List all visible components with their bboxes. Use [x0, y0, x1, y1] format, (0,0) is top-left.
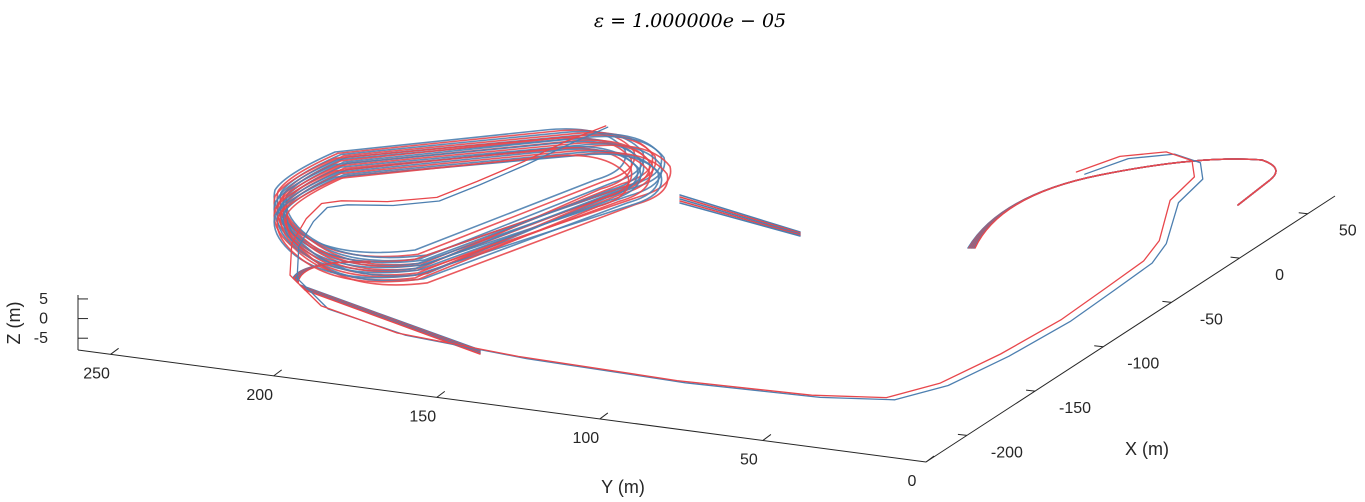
arm-path	[974, 158, 1277, 249]
x-tick-label: -50	[1200, 311, 1223, 328]
loop-path	[279, 149, 651, 278]
x-tick-mark	[957, 433, 967, 436]
y-ticks: 0 50 100 150 200 250	[83, 347, 935, 490]
loop-path	[273, 153, 663, 279]
series-line-trajectory-blue	[296, 126, 1204, 401]
x-axis-label: X (m)	[1125, 439, 1169, 459]
loop-path	[276, 129, 636, 258]
loop-path	[279, 143, 663, 269]
z-tick-label: -5	[34, 330, 48, 347]
y-axis-label: Y (m)	[601, 477, 645, 497]
z-axis-label: Z (m)	[4, 302, 24, 345]
connector-path	[679, 198, 801, 235]
x-tick-label: -200	[991, 444, 1023, 461]
z-tick-label: 0	[39, 311, 48, 328]
x-tick-mark	[1230, 256, 1240, 259]
y-tick-label: 150	[409, 408, 436, 425]
x-tick-label: -150	[1059, 400, 1091, 417]
loop-path	[273, 146, 633, 281]
loop-path	[282, 150, 660, 282]
x-tick-label: 50	[1339, 223, 1357, 240]
y-tick-mark	[762, 434, 772, 441]
y-axis-line	[77, 349, 927, 463]
y-tick-label: 100	[572, 430, 599, 447]
y-tick-label: 50	[740, 451, 758, 468]
y-tick-mark	[436, 390, 446, 398]
loop-path	[282, 144, 672, 273]
connector-path	[679, 200, 801, 236]
connector-path	[679, 194, 801, 233]
loop-path	[276, 135, 666, 267]
connector-path	[679, 196, 801, 234]
x-ticks: -200 -150 -100 -50 0 50	[957, 212, 1357, 461]
z-ticks: -5 0 5	[34, 291, 88, 347]
arm-path	[967, 158, 1277, 249]
y-tick-mark	[110, 347, 119, 355]
chart-title: ε = 1.000000e − 05	[594, 10, 786, 32]
x-axis-line	[925, 195, 1336, 463]
loop-path	[279, 136, 633, 271]
loop-path	[279, 130, 645, 262]
x-tick-mark	[1026, 389, 1036, 392]
series-line-trajectory-red	[289, 125, 1196, 399]
x-tick-label: -100	[1127, 356, 1159, 373]
loop-path	[282, 131, 654, 266]
x-tick-mark	[1162, 300, 1172, 303]
loop-path	[276, 141, 654, 276]
y-tick-mark	[925, 455, 935, 463]
z-tick-label: 5	[39, 291, 48, 308]
y-tick-label: 250	[83, 365, 110, 382]
x-tick-label: 0	[1275, 267, 1284, 284]
series-group	[289, 125, 1204, 401]
y-tick-mark	[599, 412, 609, 420]
y-tick-label: 0	[908, 473, 917, 490]
connector-path	[679, 202, 801, 237]
loop-path	[282, 138, 642, 264]
y-tick-label: 200	[246, 387, 273, 404]
y-tick-mark	[273, 369, 282, 377]
x-tick-mark	[1094, 345, 1104, 348]
loop-cluster	[273, 128, 1277, 355]
x-tick-mark	[1298, 212, 1308, 215]
